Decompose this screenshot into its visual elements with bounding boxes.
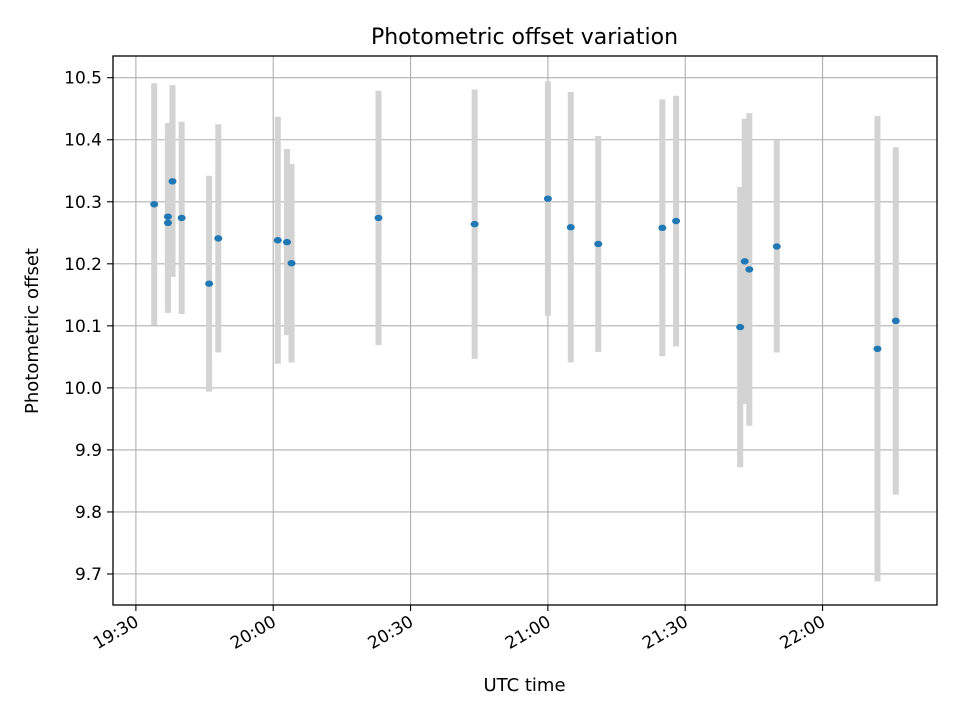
data-point xyxy=(672,217,681,225)
data-point xyxy=(543,195,552,202)
data-point xyxy=(566,224,575,231)
y-axis-ticks: 9.7 9.8 9.9 10.0 10.1 10.2 10.3 10.4 10.5 xyxy=(64,69,113,585)
data-point xyxy=(470,220,479,228)
x-tick-label: 21:30 xyxy=(639,612,691,654)
data-point xyxy=(177,214,186,222)
y-axis-label: Photometric offset xyxy=(22,248,43,414)
error-bars xyxy=(151,81,899,582)
x-tick-label: 21:00 xyxy=(502,612,554,654)
y-tick-label: 10.2 xyxy=(64,255,102,275)
data-point xyxy=(873,345,882,352)
chart-title: Photometric offset variation xyxy=(371,25,678,50)
y-tick-label: 10.0 xyxy=(64,379,102,399)
data-point xyxy=(168,178,177,185)
data-point xyxy=(150,201,159,208)
x-axis-label: UTC time xyxy=(483,675,565,696)
x-tick-label: 20:30 xyxy=(365,612,417,654)
data-point xyxy=(287,259,296,267)
data-point xyxy=(740,258,749,265)
data-point xyxy=(163,219,172,227)
data-point xyxy=(745,266,754,273)
data-point xyxy=(163,213,172,220)
data-point xyxy=(374,214,383,222)
grid xyxy=(113,56,937,605)
data-point xyxy=(205,280,214,287)
data-point xyxy=(282,238,291,246)
x-tick-label: 19:30 xyxy=(90,612,142,654)
data-point xyxy=(273,237,282,244)
data-point xyxy=(214,235,223,242)
data-point xyxy=(772,243,781,250)
data-points xyxy=(150,178,900,352)
data-point xyxy=(658,224,667,232)
y-tick-label: 10.1 xyxy=(64,317,102,337)
data-point xyxy=(594,240,603,248)
y-tick-label: 10.3 xyxy=(64,193,102,213)
data-point xyxy=(891,317,900,325)
x-tick-label: 20:00 xyxy=(227,612,279,654)
data-point xyxy=(736,323,745,331)
x-tick-label: 22:00 xyxy=(777,612,829,654)
y-tick-label: 9.8 xyxy=(75,503,102,523)
x-axis-ticks: 19:30 20:00 20:30 21:00 21:30 22:00 xyxy=(90,605,829,654)
plot-frame xyxy=(112,55,938,606)
y-tick-label: 9.7 xyxy=(75,565,102,585)
y-tick-label: 10.4 xyxy=(64,131,102,151)
y-tick-label: 9.9 xyxy=(75,441,102,461)
y-tick-label: 10.5 xyxy=(64,69,102,89)
